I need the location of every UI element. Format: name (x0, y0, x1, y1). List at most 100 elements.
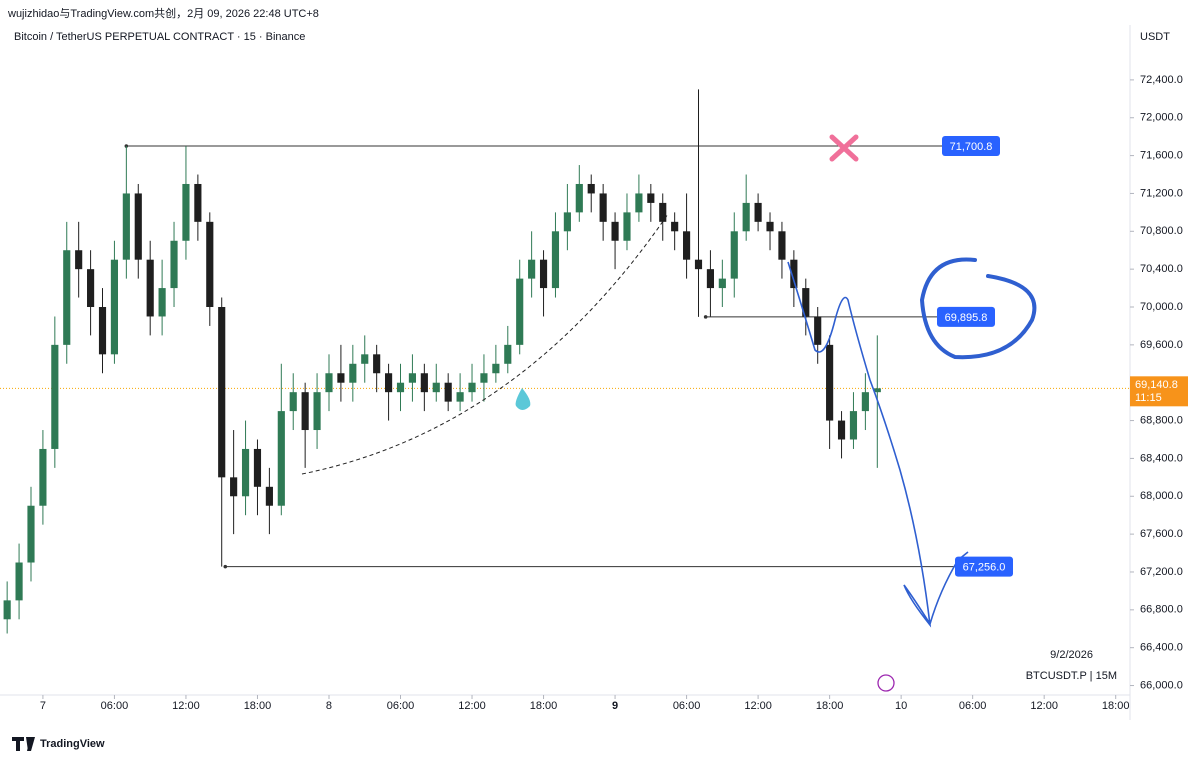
y-tick-label: 67,600.0 (1140, 528, 1183, 540)
candle-body (599, 193, 607, 222)
y-tick-label: 66,400.0 (1140, 642, 1183, 654)
level-box (942, 136, 1000, 157)
candle-body (3, 600, 11, 620)
candle-body (373, 354, 381, 374)
y-tick-label: 72,000.0 (1140, 112, 1183, 124)
candle-body (51, 344, 59, 449)
y-tick-label: 69,600.0 (1140, 339, 1183, 351)
y-tick-label: 72,400.0 (1140, 74, 1183, 86)
candle-body (587, 183, 595, 194)
candle-body (611, 221, 619, 241)
candle-body (659, 202, 667, 222)
drop-icon (515, 388, 531, 410)
candle-body (218, 307, 226, 478)
x-tick-label: 9 (612, 700, 618, 712)
candle-body (790, 259, 798, 289)
candle-body (39, 448, 47, 506)
candle-body (349, 363, 357, 383)
x-tick-label: 06:00 (101, 700, 129, 712)
candle-body (623, 212, 631, 241)
candle-body (516, 278, 524, 345)
candle-body (766, 221, 774, 232)
candle-body (253, 448, 262, 487)
candle-body (706, 269, 714, 289)
last-price-box (1130, 376, 1188, 407)
level-anchor (223, 564, 228, 569)
candle-body (742, 202, 750, 232)
candle-body (146, 259, 154, 317)
candle-body (504, 344, 512, 364)
candle-body (325, 373, 333, 393)
x-tick-label: 18:00 (816, 700, 844, 712)
plot (0, 89, 1130, 634)
candle-body (110, 259, 119, 355)
candle-body (671, 221, 679, 232)
candle-body (122, 193, 130, 260)
y-tick-label: 66,000.0 (1140, 679, 1183, 691)
credit: wujizhidao与TradingView.com共创，2月 09, 2026… (7, 7, 319, 20)
candle-body (158, 288, 166, 317)
x-tick-label: 12:00 (458, 700, 486, 712)
candle-body (396, 382, 405, 393)
candle-body (420, 373, 428, 393)
candle-body (361, 354, 369, 364)
candle-body (134, 193, 142, 260)
candle-body (206, 221, 214, 308)
level-label: 71,700.8 (950, 141, 993, 153)
candle-body (837, 420, 846, 440)
x-tick-label: 12:00 (744, 700, 772, 712)
candle-body (265, 486, 273, 506)
candle-body (408, 373, 417, 383)
candle-body (778, 231, 786, 260)
candle-body (182, 183, 190, 241)
logo-icon (12, 737, 35, 751)
countdown: 11:15 (1135, 392, 1162, 404)
circle-mark (919, 257, 1037, 360)
candle-body (63, 250, 71, 345)
level-label: 69,895.8 (945, 312, 988, 324)
candle-body (444, 382, 452, 402)
candle-body (230, 477, 238, 497)
x-tick-label: 8 (326, 700, 332, 712)
candle-body (385, 373, 393, 393)
level-label: 67,256.0 (963, 562, 1006, 574)
candle-body (814, 316, 822, 345)
y-tick-label: 66,800.0 (1140, 604, 1183, 616)
y-tick-label: 71,600.0 (1140, 149, 1183, 161)
candle-body (15, 562, 23, 601)
x-tick-label: 06:00 (673, 700, 701, 712)
candle-body (754, 202, 762, 222)
cross-mark (829, 134, 859, 162)
x-tick-label: 06:00 (959, 700, 987, 712)
candle-body (27, 505, 35, 563)
x-tick-label: 7 (40, 700, 46, 712)
x-tick-label: 12:00 (1030, 700, 1058, 712)
candle-body (241, 448, 250, 497)
candle-body (98, 307, 107, 355)
x-tick-label: 18:00 (244, 700, 272, 712)
x-tick-label: 18:00 (530, 700, 558, 712)
candle-body (730, 231, 738, 279)
candle-body (492, 363, 500, 374)
x-tick-label: 06:00 (387, 700, 415, 712)
symbol-info: BTCUSDT.P | 15M (1026, 670, 1117, 682)
candle-body (551, 231, 560, 289)
candle-body (575, 183, 583, 213)
candle-body (337, 373, 345, 383)
y-tick-label: 71,200.0 (1140, 187, 1183, 199)
level-box (937, 306, 995, 327)
x-tick-label: 10 (895, 700, 907, 712)
candle-body (694, 259, 703, 270)
chart-title: Bitcoin / TetherUS PERPETUAL CONTRACT · … (14, 31, 305, 43)
x-tick-label: 18:00 (1102, 700, 1130, 712)
level-box (955, 556, 1013, 577)
candle-body (87, 269, 95, 308)
candle-body (480, 373, 488, 383)
candle-body (647, 193, 655, 203)
last-price-label: 69,140.8 (1135, 379, 1178, 391)
candle-body (861, 392, 869, 412)
event-icon (877, 674, 895, 692)
candle-body (468, 382, 476, 393)
y-tick-label: 70,000.0 (1140, 301, 1183, 313)
